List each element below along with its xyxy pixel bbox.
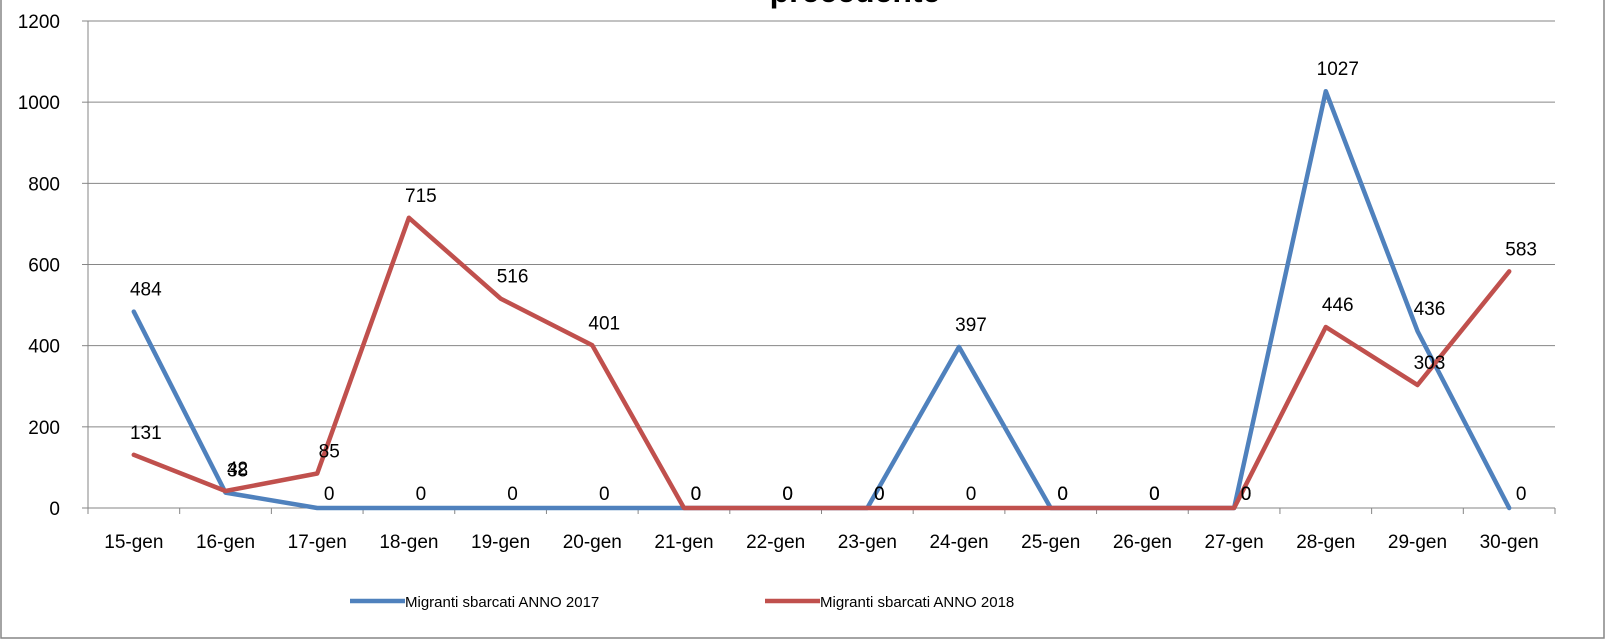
data-label: 42 — [227, 459, 248, 480]
data-label: 436 — [1414, 299, 1446, 320]
x-tick-label: 18-gen — [379, 532, 438, 553]
x-tick-label: 26-gen — [1113, 532, 1172, 553]
axes — [82, 21, 1556, 514]
x-tick-label: 20-gen — [563, 532, 622, 553]
x-tick-label: 28-gen — [1296, 532, 1355, 553]
series-lines — [131, 88, 1512, 511]
data-label: 516 — [497, 267, 529, 288]
data-label: 0 — [1149, 484, 1160, 505]
legend: Migranti sbarcati ANNO 2017 Migranti sbar… — [350, 594, 1014, 611]
data-label: 85 — [319, 442, 340, 463]
data-label: 397 — [955, 315, 987, 336]
x-tick-label: 19-gen — [471, 532, 530, 553]
data-label: 0 — [599, 484, 610, 505]
data-label: 131 — [130, 423, 162, 444]
data-label: 1027 — [1317, 59, 1359, 80]
data-label: 0 — [782, 484, 793, 505]
y-tick-label: 600 — [28, 256, 60, 277]
y-tick-label: 800 — [28, 174, 60, 195]
data-label: 0 — [874, 484, 885, 505]
data-label: 0 — [966, 484, 977, 505]
chart-title: precedente — [770, 0, 941, 9]
x-tick-label: 16-gen — [196, 532, 255, 553]
data-label: 0 — [1241, 484, 1252, 505]
x-axis-tick-labels: 15-gen 16-gen 17-gen 18-gen 19-gen 20-gen 21-g… — [104, 532, 1538, 553]
x-tick-label: 17-gen — [288, 532, 347, 553]
x-tick-label: 30-gen — [1480, 532, 1539, 553]
series-line-2 — [131, 215, 1512, 511]
x-tick-label: 22-gen — [746, 532, 805, 553]
y-tick-label: 1000 — [18, 93, 60, 114]
x-tick-label: 29-gen — [1388, 532, 1447, 553]
y-tick-label: 400 — [28, 337, 60, 358]
data-label: 0 — [691, 484, 702, 505]
data-label: 401 — [588, 313, 620, 334]
data-labels: 484 38 0 0 0 0 0 0 0 397 0 0 0 1027 436 0 131 42 85 715 516 4… — [130, 59, 1537, 505]
data-label: 0 — [324, 484, 335, 505]
data-label: 583 — [1505, 239, 1537, 260]
data-label: 0 — [874, 484, 885, 505]
data-label: 446 — [1322, 295, 1354, 316]
data-label: 0 — [691, 484, 702, 505]
y-axis-tick-labels: 0 200 400 600 800 1000 1200 — [18, 12, 60, 520]
data-label: 303 — [1414, 353, 1446, 374]
data-label: 0 — [1516, 484, 1527, 505]
y-tick-label: 200 — [28, 418, 60, 439]
legend-label: Migranti sbarcati ANNO 2018 — [820, 594, 1014, 611]
x-tick-label: 15-gen — [104, 532, 163, 553]
data-label: 715 — [405, 186, 437, 207]
x-tick-label: 21-gen — [654, 532, 713, 553]
data-label: 484 — [130, 280, 162, 301]
gridlines — [82, 20, 1555, 509]
data-label: 0 — [1149, 484, 1160, 505]
x-tick-label: 23-gen — [838, 532, 897, 553]
y-tick-label: 1200 — [18, 12, 60, 33]
data-label: 0 — [507, 484, 518, 505]
x-tick-label: 27-gen — [1205, 532, 1264, 553]
y-tick-label: 0 — [49, 499, 60, 520]
x-tick-label: 24-gen — [929, 532, 988, 553]
data-label: 0 — [1057, 484, 1068, 505]
data-label: 38 — [227, 461, 248, 482]
legend-label: Migranti sbarcati ANNO 2017 — [405, 594, 599, 611]
x-tick-label: 25-gen — [1021, 532, 1080, 553]
data-label: 0 — [1057, 484, 1068, 505]
data-label: 0 — [416, 484, 427, 505]
data-label: 0 — [782, 484, 793, 505]
data-label: 0 — [1241, 484, 1252, 505]
series-line-1 — [131, 88, 1512, 511]
